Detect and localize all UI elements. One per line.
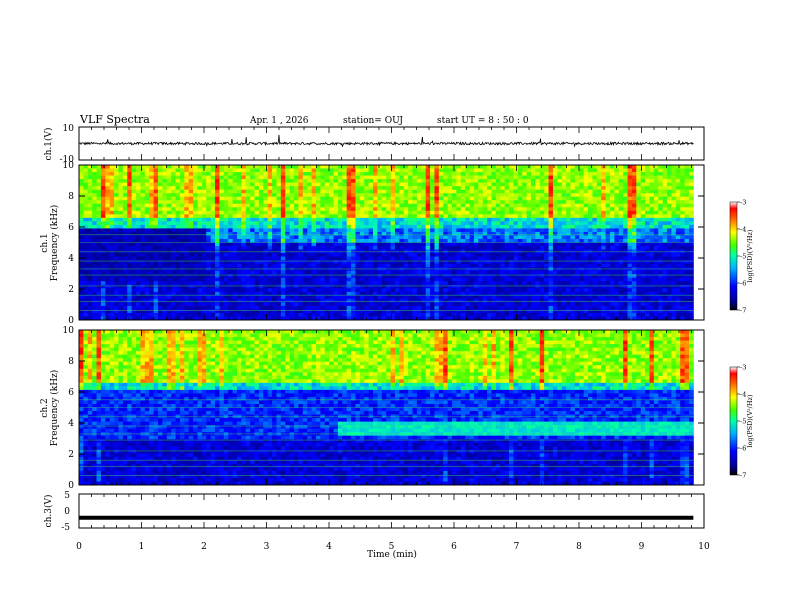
colorbar-tick-label: -7 — [740, 307, 746, 315]
xtick-label: 6 — [451, 542, 457, 552]
ytick-label: 4 — [68, 419, 74, 429]
colorbar-tick-label: -4 — [740, 391, 746, 399]
x-axis-ticks — [78, 127, 705, 528]
date-label: Apr. 1 , 2026 — [249, 116, 309, 126]
ch2-spec-ylabel-ch: ch.2 — [40, 398, 50, 417]
ytick-label: 4 — [68, 254, 74, 264]
xtick-label: 4 — [326, 542, 332, 552]
ch1-ytick-top: 10 — [63, 124, 75, 134]
ch1-colorbar-label: log(PSD)(V²/Hz) — [746, 229, 754, 282]
x-axis-tick-labels: 0 1 2 3 4 5 6 7 8 9 10 — [76, 542, 710, 552]
figure-title: VLF Spectra — [79, 113, 150, 126]
xtick-label: 9 — [639, 542, 645, 552]
ch2-colorbar-label: log(PSD)(V²/Hz) — [746, 394, 754, 447]
ytick-label: 2 — [68, 450, 74, 460]
colorbar-tick-label: -7 — [740, 472, 746, 480]
colorbar-tick-label: -6 — [740, 280, 746, 288]
ytick-label: 8 — [68, 357, 74, 367]
ch1-spec-ylabel-ch: ch.1 — [40, 233, 50, 252]
ytick-label: 8 — [68, 192, 74, 202]
xtick-label: 7 — [514, 542, 520, 552]
ch2-spec-ylabel-freq: Frequency (kHz) — [49, 370, 60, 447]
ch1-spec-ylabel-freq: Frequency (kHz) — [49, 205, 60, 282]
ch3-ylabel: ch.3(V) — [43, 495, 54, 528]
colorbar-tick-label: -6 — [740, 445, 746, 453]
xtick-label: 3 — [264, 542, 270, 552]
ch3-ytick-top: 5 — [64, 491, 70, 501]
ch1-ylabel: ch.1(V) — [43, 128, 54, 161]
ch1-waveform-panel: 10 -10 ch.1(V) — [43, 124, 705, 165]
xtick-label: 5 — [389, 542, 395, 552]
ch2-spectrogram-image — [79, 330, 704, 486]
xtick-label: 2 — [201, 542, 207, 552]
x-axis-label: Time (min) — [367, 549, 417, 560]
ytick-label: 0 — [68, 481, 74, 491]
xtick-label: 8 — [576, 542, 582, 552]
ytick-label: 10 — [63, 326, 75, 336]
ch1-ytick-bottom: -10 — [60, 155, 75, 165]
ch1-waveform-line — [78, 134, 694, 148]
station-label: station= OUJ — [343, 116, 403, 126]
xtick-label: 10 — [698, 542, 710, 552]
ch3-ytick-bottom: -5 — [61, 523, 70, 533]
xtick-label: 1 — [139, 542, 145, 552]
colorbar-tick-label: -3 — [740, 199, 746, 207]
ch3-ytick-mid: 0 — [64, 507, 70, 517]
ch2-spectrogram-panel: 0 2 4 6 8 10 ch.2 Frequency (kHz) -3 -4 -5 -6 -7 … — [40, 326, 754, 491]
start-time-label: start UT = 8 : 50 : 0 — [437, 116, 529, 126]
colorbar-tick-label: -5 — [740, 253, 746, 261]
colorbar-tick-label: -4 — [740, 226, 746, 234]
ch3-waveform-panel: 5 0 -5 ch.3(V) — [43, 491, 705, 533]
ytick-label: 0 — [68, 316, 74, 326]
xtick-label: 0 — [76, 542, 82, 552]
ch2-colorbar: -3 -4 -5 -6 -7 log(PSD)(V²/Hz) — [729, 364, 754, 480]
ytick-label: 10 — [63, 161, 75, 171]
ch1-spectrogram-panel: 0 2 4 6 8 10 ch.1 Frequency (kHz) -3 -4 -5 -6 -7 … — [40, 161, 754, 326]
ytick-label: 6 — [68, 388, 74, 398]
ytick-label: 6 — [68, 223, 74, 233]
colorbar-tick-label: -3 — [740, 364, 746, 372]
ch1-colorbar: -3 -4 -5 -6 -7 log(PSD)(V²/Hz) — [729, 199, 754, 315]
ch1-spectrogram-image — [79, 165, 704, 321]
ytick-label: 2 — [68, 285, 74, 295]
colorbar-tick-label: -5 — [740, 418, 746, 426]
